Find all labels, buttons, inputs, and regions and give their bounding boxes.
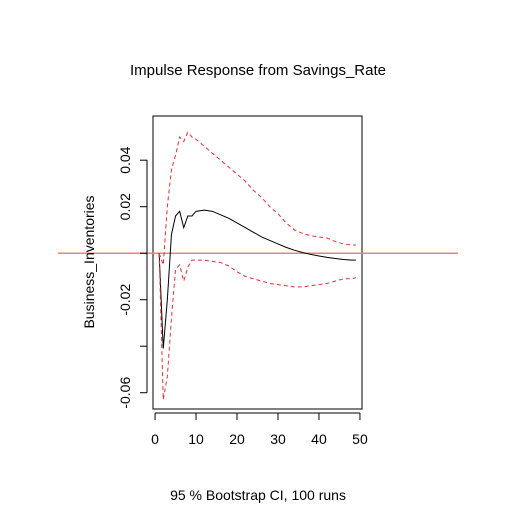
x-tick-label: 30 <box>270 431 286 447</box>
response-line <box>158 209 356 349</box>
x-tick-label: 10 <box>188 431 204 447</box>
chart-title: Impulse Response from Savings_Rate <box>130 62 386 79</box>
y-axis: -0.06 -0.02 0.02 0.04 <box>117 146 148 409</box>
chart-subtitle: 95 % Bootstrap CI, 100 runs <box>170 487 346 503</box>
y-tick-label: 0.02 <box>117 193 133 220</box>
series-layer <box>158 131 356 400</box>
y-axis-label: Business_Inventories <box>81 195 97 328</box>
y-tick-label: -0.06 <box>117 377 133 409</box>
x-axis: 0 10 20 30 40 50 <box>151 412 368 447</box>
y-tick-label: 0.04 <box>117 146 133 173</box>
x-tick-label: 40 <box>311 431 327 447</box>
y-tick-label: -0.02 <box>117 284 133 316</box>
x-tick-label: 20 <box>229 431 245 447</box>
ci-lower-line <box>158 253 356 400</box>
x-tick-label: 0 <box>151 431 159 447</box>
plot-frame <box>152 115 363 410</box>
x-tick-label: 50 <box>352 431 368 447</box>
ci-upper-line <box>158 131 356 265</box>
